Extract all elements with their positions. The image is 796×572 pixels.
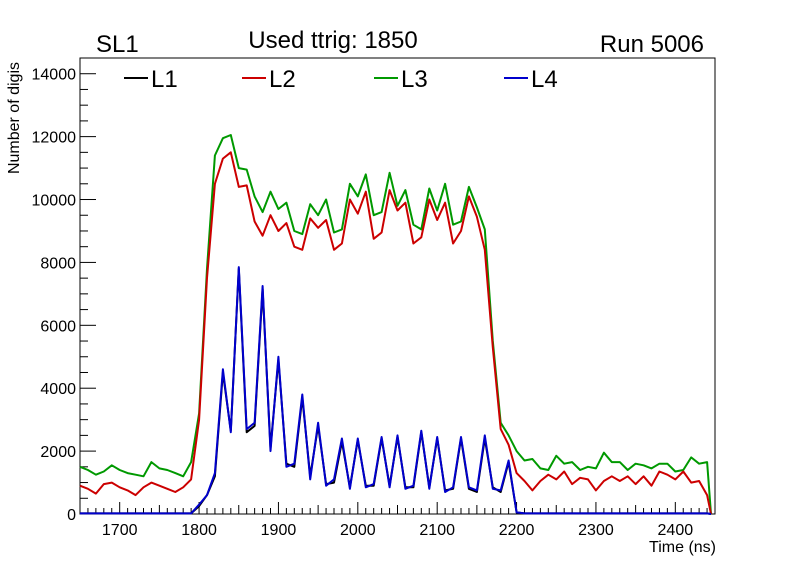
y-tick-label: 0	[67, 507, 76, 524]
legend: L1 L2 L3 L4	[124, 66, 558, 93]
x-tick-label: 2400	[658, 522, 694, 539]
legend-label-l1: L1	[151, 66, 178, 93]
y-tick-label: 6000	[40, 318, 76, 335]
x-tick-label: 2100	[419, 522, 455, 539]
y-tick-label: 12000	[32, 130, 77, 147]
x-tick-label: 1800	[181, 522, 217, 539]
chart-left-label: SL1	[96, 31, 139, 58]
y-tick-label: 8000	[40, 255, 76, 272]
series-line-l3	[79, 134, 712, 515]
series-line-l2	[79, 151, 712, 515]
plot-frame	[79, 57, 716, 515]
y-tick-label: 2000	[40, 444, 76, 461]
x-tick-label: 2300	[578, 522, 614, 539]
x-axis: 1700 1800 1900 2000 2100 2200 2300 2400	[79, 502, 716, 539]
series-line-l4	[80, 266, 712, 515]
x-axis-label: Time (ns)	[649, 539, 716, 556]
y-axis-label: Number of digis	[6, 62, 23, 174]
x-tick-label: 1900	[261, 522, 297, 539]
y-tick-label: 14000	[32, 67, 77, 84]
chart-right-label: Run 5006	[600, 31, 704, 58]
x-tick-label: 2200	[499, 522, 535, 539]
legend-label-l4: L4	[531, 66, 558, 93]
y-tick-label: 10000	[32, 193, 77, 210]
y-axis: 0 2000 4000 6000 8000 10000 12000 14000	[32, 57, 96, 524]
series-line-l1	[80, 267, 712, 515]
series-lines	[79, 134, 712, 515]
y-tick-label: 4000	[40, 381, 76, 398]
x-tick-label: 2000	[340, 522, 376, 539]
x-tick-label: 1700	[102, 522, 138, 539]
legend-label-l3: L3	[401, 66, 428, 93]
chart-title: Used ttrig: 1850	[248, 27, 417, 54]
legend-label-l2: L2	[269, 66, 296, 93]
